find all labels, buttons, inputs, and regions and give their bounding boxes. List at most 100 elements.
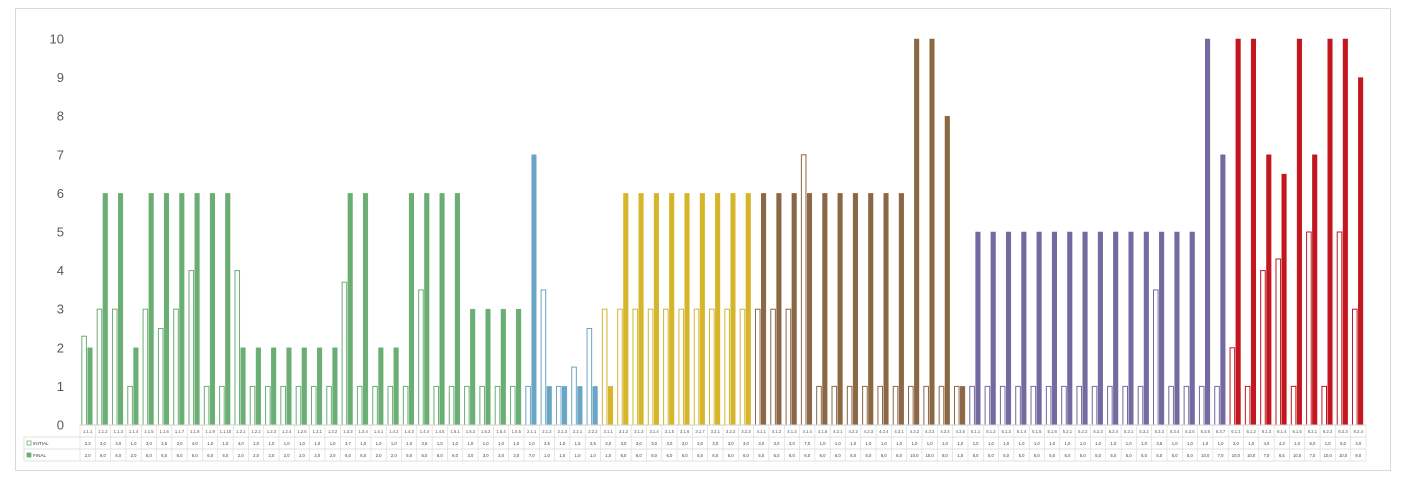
bar-initial [418,289,424,426]
data-label-initial: 4,0 [238,441,244,446]
y-tick-label: 10 [50,32,64,47]
data-label-initial: 5,0 [1310,441,1316,446]
data-label-initial: 1,0 [1218,441,1224,446]
bar-final [301,347,307,426]
category-label: 3.1.6 [680,429,690,434]
bar-initial [938,385,945,426]
bar-final [592,386,598,426]
category-label: 1.4.2 [389,429,399,434]
data-label-initial: 3,5 [422,441,428,446]
bar-initial [586,328,593,426]
bar-final [761,193,767,426]
category-label: 1.1.8 [190,429,200,434]
bar-final [1189,231,1195,426]
bar-initial [1061,385,1067,426]
data-label-initial: 1,0 [513,441,519,446]
y-tick-label: 3 [57,302,64,317]
legend-key-initial [26,440,32,446]
category-label: 5.1.3 [1002,429,1012,434]
bar-final [546,386,552,426]
bar-final [1281,173,1287,426]
bar-initial [846,385,853,426]
bar-final [1220,154,1226,426]
bar-final [852,193,858,426]
data-label-final: 5,0 [1049,453,1055,458]
category-label: 1.2.1 [236,429,246,434]
bar-initial [709,308,715,426]
bar-initial [571,366,577,426]
category-label: 3.1.1 [604,429,614,434]
bar-initial [953,385,960,426]
category-label: 1.1.2 [98,429,108,434]
data-label-final: 6,0 [697,453,703,458]
bar-final [347,193,353,426]
data-label-initial: 1,0 [1141,441,1147,446]
data-label-initial: 3,5 [544,441,550,446]
data-label-initial: 1,0 [835,441,841,446]
bar-initial [203,385,210,426]
data-label-final: 2,0 [330,453,336,458]
data-label-initial: 1,0 [268,441,274,446]
bar-final [577,386,583,426]
data-label-final: 6,0 [207,453,213,458]
bar-initial [892,385,899,426]
bar-initial [341,281,348,426]
bar-final [393,347,399,426]
bar-initial [173,308,179,426]
category-label: 3.1.7 [695,429,705,434]
category-label: 1.1.9 [205,429,215,434]
data-label-final: 10,0 [1293,453,1302,458]
category-label: 3.1.3 [634,429,644,434]
data-label-initial: 1,0 [406,441,412,446]
data-label-initial: 1,0 [911,441,917,446]
category-label: 1.3.2 [328,429,338,434]
category-label: 1.1.3 [114,429,124,434]
data-label-final: 6,0 [223,453,229,458]
bar-final [378,347,384,426]
category-label: 6.1.4 [1277,429,1287,434]
data-label-initial: 1,0 [1065,441,1071,446]
data-label-final: 10,0 [1232,453,1241,458]
bar-initial [1076,385,1083,426]
category-label: 4.1.3 [787,429,797,434]
bar-initial [724,308,730,426]
data-label-final: 6,0 [146,453,152,458]
data-label-initial: 3,0 [758,441,764,446]
data-label-initial: 1,0 [927,441,933,446]
bar-final [883,193,889,426]
data-label-final: 6,0 [789,453,795,458]
data-label-final: 7,0 [1264,453,1270,458]
category-label: 1.5.4 [496,429,506,434]
bar-initial [142,308,149,426]
bar-final [1067,231,1073,426]
data-label-final: 3,0 [513,453,519,458]
category-label: 4.3.1 [894,429,904,434]
data-label-initial: 1,0 [330,441,336,446]
bar-initial [402,385,409,426]
data-label-final: 6,0 [820,453,826,458]
bar-initial [510,385,516,426]
category-label: 5.2.4 [1109,429,1119,434]
data-label-final: 6,0 [651,453,657,458]
data-label-initial: 3,0 [636,441,642,446]
data-label-initial: 1,0 [1110,441,1116,446]
data-label-final: 6,0 [177,453,183,458]
y-tick-label: 1 [57,379,64,394]
bar-final [1159,231,1165,426]
data-label-final: 10,0 [1324,453,1333,458]
data-label-final: 6,0 [360,453,366,458]
bar-initial [555,385,562,426]
category-label: 4.1.2 [772,429,782,434]
data-label-initial: 1,0 [284,441,290,446]
data-label-initial: 1,0 [314,441,320,446]
bar-final [1250,38,1257,426]
bar-final [102,193,108,426]
data-label-final: 10,0 [910,453,919,458]
bar-final [607,386,614,426]
category-label: 3.2.3 [741,429,751,434]
bar-initial [433,385,440,426]
bar-initial [295,385,302,426]
data-label-final: 2,0 [238,453,244,458]
data-label-final: 6,0 [100,453,106,458]
data-label-initial: 1,0 [1126,441,1132,446]
